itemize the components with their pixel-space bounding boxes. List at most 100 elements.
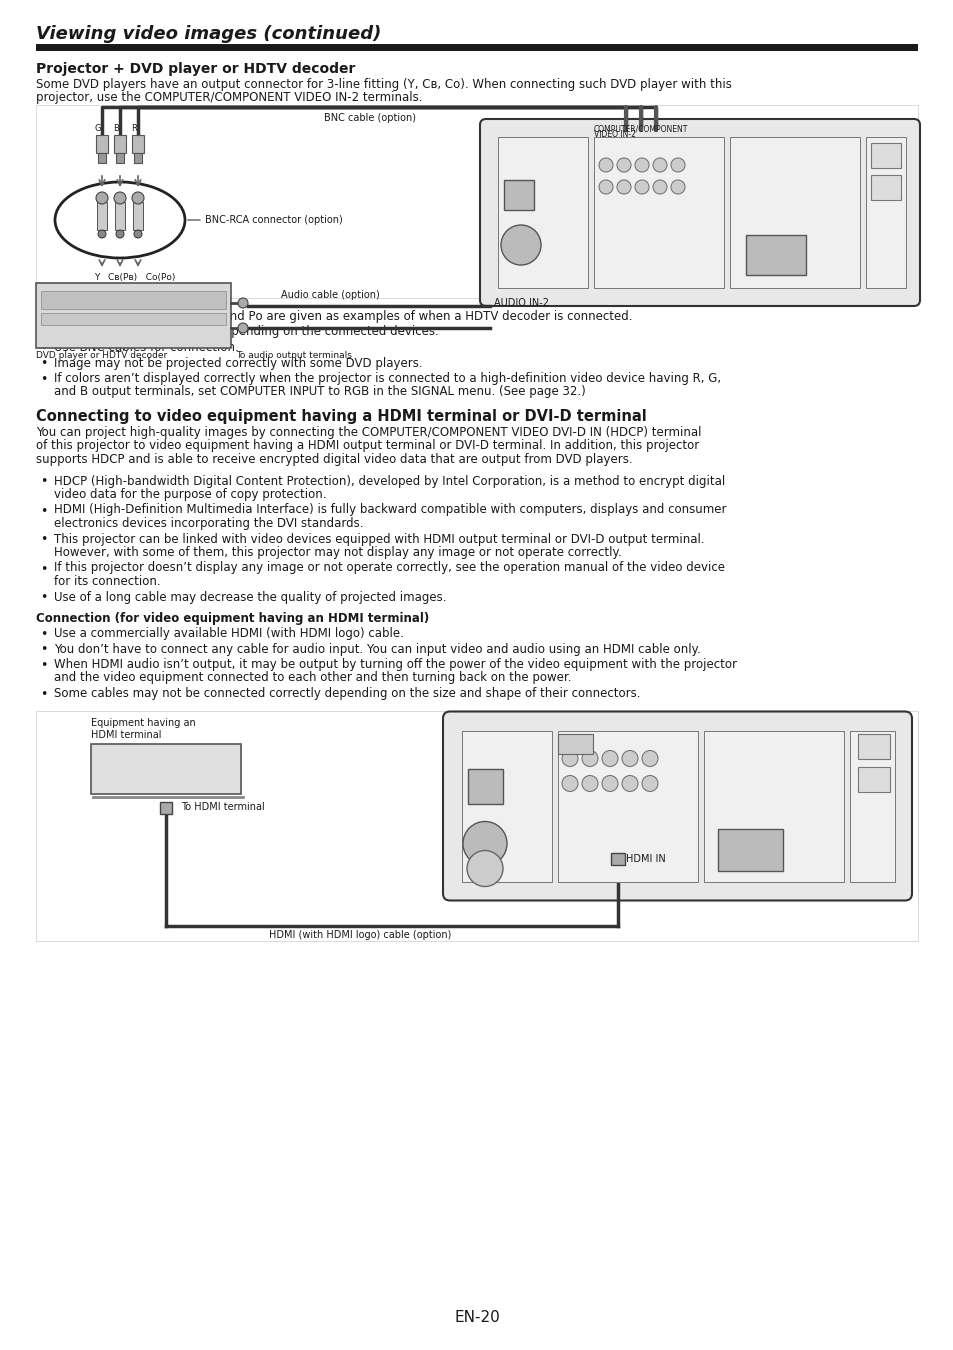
Circle shape: [670, 158, 684, 171]
Circle shape: [561, 775, 578, 791]
Text: B: B: [113, 124, 119, 134]
Bar: [558, 733, 593, 753]
Bar: [503, 180, 534, 211]
Text: HDCP (High-bandwidth Digital Content Protection), developed by Intel Corporation: HDCP (High-bandwidth Digital Content Pro…: [54, 474, 724, 487]
Text: and the video equipment connected to each other and then turning back on the pow: and the video equipment connected to eac…: [54, 671, 571, 684]
Text: of this projector to video equipment having a HDMI output terminal or DVI-D term: of this projector to video equipment hav…: [36, 440, 699, 452]
Circle shape: [598, 180, 613, 194]
Circle shape: [237, 323, 248, 333]
Bar: [36, 45, 917, 51]
Text: Audio cable (option): Audio cable (option): [280, 290, 379, 300]
Text: VIDEO IN-2: VIDEO IN-2: [594, 130, 636, 139]
Text: To audio output terminals: To audio output terminals: [235, 351, 352, 360]
Circle shape: [601, 751, 618, 767]
Bar: [865, 136, 905, 288]
Circle shape: [462, 822, 506, 865]
Circle shape: [133, 230, 142, 238]
Circle shape: [652, 180, 666, 194]
Bar: [36, 105, 917, 298]
Text: video data for the purpose of copy protection.: video data for the purpose of copy prote…: [54, 487, 326, 501]
Bar: [41, 292, 226, 309]
Circle shape: [598, 158, 613, 171]
Bar: [36, 284, 231, 348]
Text: Connecting to video equipment having a HDMI terminal or DVI-D terminal: Connecting to video equipment having a H…: [36, 409, 646, 424]
Circle shape: [467, 850, 502, 887]
Text: •: •: [40, 563, 48, 575]
Bar: [113, 135, 126, 153]
Bar: [97, 202, 107, 230]
Text: However, with some of them, this projector may not display any image or not oper: However, with some of them, this project…: [54, 545, 621, 559]
Text: and B output terminals, set COMPUTER INPUT to RGB in the SIGNAL menu. (See page : and B output terminals, set COMPUTER INP…: [54, 386, 585, 398]
Bar: [718, 829, 782, 871]
Text: HDMI (High-Definition Multimedia Interface) is fully backward compatible with co: HDMI (High-Definition Multimedia Interfa…: [54, 504, 726, 517]
Text: Image may not be projected correctly with some DVD players.: Image may not be projected correctly wit…: [54, 356, 422, 370]
Bar: [96, 135, 108, 153]
Circle shape: [617, 158, 630, 171]
Bar: [849, 730, 894, 882]
Text: HDMI (with HDMI logo) cable (option): HDMI (with HDMI logo) cable (option): [269, 930, 451, 941]
Bar: [132, 135, 144, 153]
Circle shape: [500, 225, 540, 265]
Circle shape: [635, 158, 648, 171]
Text: •: •: [40, 310, 48, 324]
Text: EN-20: EN-20: [454, 1311, 499, 1326]
Text: for its connection.: for its connection.: [54, 575, 160, 589]
Circle shape: [621, 775, 638, 791]
Circle shape: [652, 158, 666, 171]
Text: •: •: [40, 659, 48, 672]
Text: Some DVD players have an output connector for 3-line fitting (Y, Cʙ, Cᴏ). When c: Some DVD players have an output connecto…: [36, 78, 731, 90]
Bar: [857, 733, 889, 759]
Text: COMPUTER/COMPONENT: COMPUTER/COMPONENT: [594, 124, 688, 134]
Text: electronics devices incorporating the DVI standards.: electronics devices incorporating the DV…: [54, 517, 363, 531]
Text: •: •: [40, 591, 48, 605]
Text: If this projector doesn’t display any image or not operate correctly, see the op: If this projector doesn’t display any im…: [54, 562, 724, 575]
Text: •: •: [40, 533, 48, 547]
Bar: [160, 802, 172, 814]
Text: Some cables may not be connected correctly depending on the size and shape of th: Some cables may not be connected correct…: [54, 687, 639, 701]
Text: Y   Cʙ(Pʙ)   Cᴏ(Pᴏ): Y Cʙ(Pʙ) Cᴏ(Pᴏ): [94, 273, 175, 282]
Circle shape: [98, 230, 106, 238]
Circle shape: [601, 775, 618, 791]
Text: BNC cable (option): BNC cable (option): [324, 113, 416, 123]
Text: This projector can be linked with video devices equipped with HDMI output termin: This projector can be linked with video …: [54, 532, 704, 545]
Text: You can project high-quality images by connecting the COMPUTER/COMPONENT VIDEO D: You can project high-quality images by c…: [36, 427, 700, 439]
Text: HDMI terminal: HDMI terminal: [91, 729, 161, 740]
Circle shape: [621, 751, 638, 767]
Text: Use BNC cables for connection.: Use BNC cables for connection.: [54, 342, 238, 354]
Ellipse shape: [55, 182, 185, 258]
Text: •: •: [40, 644, 48, 656]
Text: supports HDCP and is able to receive encrypted digital video data that are outpu: supports HDCP and is able to receive enc…: [36, 454, 632, 466]
Bar: [729, 136, 859, 288]
Bar: [870, 176, 900, 200]
Text: •: •: [40, 327, 48, 339]
Text: Connection (for video equipment having an HDMI terminal): Connection (for video equipment having a…: [36, 612, 429, 625]
Circle shape: [237, 298, 248, 308]
Text: AUDIO IN-2: AUDIO IN-2: [494, 298, 548, 308]
Text: HDMI IN: HDMI IN: [625, 853, 665, 864]
Bar: [745, 235, 805, 275]
Bar: [98, 153, 106, 163]
Text: •: •: [40, 688, 48, 701]
Bar: [133, 153, 142, 163]
Bar: [610, 852, 624, 864]
Circle shape: [561, 751, 578, 767]
Text: BNC-RCA connector (option): BNC-RCA connector (option): [205, 215, 342, 225]
Bar: [870, 143, 900, 167]
Text: •: •: [40, 358, 48, 370]
Text: •: •: [40, 505, 48, 517]
Text: •: •: [40, 342, 48, 355]
Circle shape: [113, 192, 126, 204]
Text: •: •: [40, 628, 48, 641]
Text: To HDMI terminal: To HDMI terminal: [181, 802, 265, 811]
Text: Projector + DVD player or HDTV decoder: Projector + DVD player or HDTV decoder: [36, 62, 355, 76]
Circle shape: [670, 180, 684, 194]
Bar: [558, 730, 698, 882]
FancyBboxPatch shape: [442, 711, 911, 900]
Text: You don’t have to connect any cable for audio input. You can input video and aud: You don’t have to connect any cable for …: [54, 643, 700, 656]
Text: The terminal’s names vary depending on the connected devices.: The terminal’s names vary depending on t…: [54, 325, 438, 339]
FancyBboxPatch shape: [479, 119, 919, 306]
Text: Use of a long cable may decrease the quality of projected images.: Use of a long cable may decrease the qua…: [54, 590, 446, 603]
Bar: [41, 313, 226, 325]
Bar: [115, 202, 125, 230]
Bar: [468, 768, 502, 803]
